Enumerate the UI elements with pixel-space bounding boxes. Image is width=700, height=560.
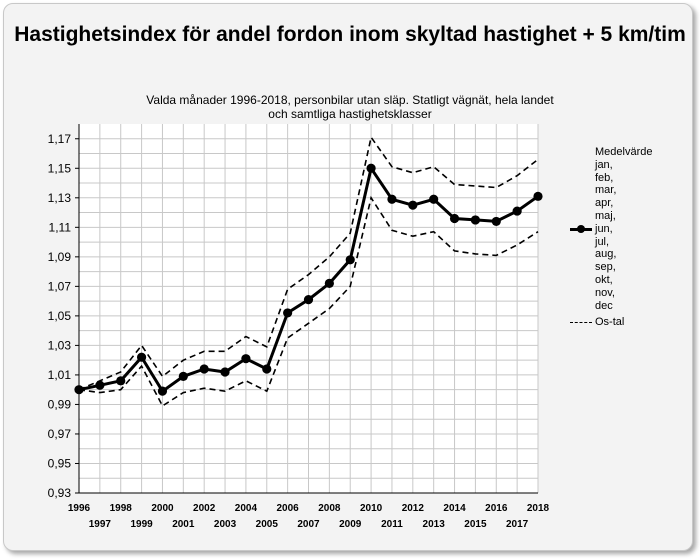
legend-month-label: okt, <box>595 273 613 286</box>
y-axis-ticks: 0,93 0,95 0,97 0,99 1,01 1,03 1,05 1,07 1,09 1,11… <box>48 132 79 500</box>
legend-month-item: jun, <box>570 223 690 236</box>
medelvarde-point <box>199 364 209 374</box>
x-tick-label: 2015 <box>464 519 487 530</box>
x-tick-label: 2006 <box>277 503 300 514</box>
legend-month-item: okt, <box>570 274 690 287</box>
legend-month-label: maj, <box>595 209 616 222</box>
x-tick-label: 1996 <box>68 503 91 514</box>
medelvarde-point <box>491 216 501 227</box>
axes <box>78 124 538 494</box>
medelvarde-point <box>116 376 126 386</box>
y-tick-label: 1,11 <box>49 220 72 234</box>
chart-title: Hastighetsindex för andel fordon inom sk… <box>14 23 686 46</box>
x-tick-label: 2010 <box>360 503 383 514</box>
medelvarde-point <box>136 352 147 362</box>
medelvarde-point <box>366 163 376 173</box>
legend-label-os-tal: Os-tal <box>595 316 625 329</box>
legend-item-os-tal: Os-tal <box>570 316 690 329</box>
medelvarde-point <box>262 364 272 374</box>
medelvarde-point <box>157 386 168 396</box>
y-tick-label: 0,99 <box>48 397 72 411</box>
x-tick-label: 2001 <box>172 519 195 530</box>
legend-month-item: maj, <box>570 210 690 223</box>
x-axis-ticks: 1996 1997 1998 1999 2000 2001 2002 2003 2004 2005… <box>68 503 550 530</box>
y-tick-label: 1,01 <box>48 368 72 382</box>
legend-month-item: apr, <box>570 197 690 210</box>
x-tick-label: 2018 <box>527 503 550 514</box>
legend-month-item: feb, <box>570 172 690 185</box>
os-tal-lower-line <box>78 195 539 408</box>
x-tick-label: 2008 <box>318 503 341 514</box>
x-tick-label: 2000 <box>151 503 174 514</box>
chart-subtitle: Valda månader 1996-2018, personbilar uta… <box>146 93 554 121</box>
x-tick-label: 2014 <box>443 503 466 514</box>
x-tick-label: 2009 <box>339 519 362 530</box>
medelvarde-point <box>95 380 105 390</box>
legend-marker <box>577 225 585 234</box>
legend-title: Medelvärde <box>595 146 653 158</box>
medelvarde-point <box>178 371 188 381</box>
medelvarde-point <box>429 194 439 204</box>
legend-month-label: apr, <box>595 197 614 210</box>
x-tick-label: 2017 <box>506 519 529 530</box>
x-tick-label: 2013 <box>423 519 446 530</box>
legend-month-label: jan, <box>595 158 613 171</box>
medelvarde-point <box>470 215 481 225</box>
legend-month-item: jan, <box>570 159 690 172</box>
x-tick-label: 2007 <box>297 519 320 530</box>
y-tick-label: 1,05 <box>48 309 72 323</box>
legend-month-item: mar, <box>570 184 690 197</box>
x-tick-label: 2003 <box>214 519 237 530</box>
legend-month-label: dec <box>595 299 613 312</box>
legend-month-item: sep, <box>570 261 690 274</box>
legend-month-label: jun, <box>595 222 613 235</box>
x-tick-label: 2004 <box>235 503 258 514</box>
x-tick-label: 1997 <box>89 519 112 530</box>
legend-month-label: feb, <box>595 171 614 184</box>
y-tick-label: 0,97 <box>48 427 72 441</box>
x-tick-label: 2016 <box>485 503 508 514</box>
x-tick-label: 2005 <box>256 519 279 530</box>
medelvarde-point <box>241 354 251 364</box>
legend-month-item: dec <box>570 300 690 313</box>
medelvarde-point <box>387 194 397 204</box>
legend-month-item: jul, <box>570 236 690 249</box>
medelvarde-point <box>533 191 543 201</box>
y-tick-label: 1,17 <box>48 132 72 146</box>
medelvarde-point <box>324 278 334 289</box>
legend-month-label: nov, <box>595 286 615 299</box>
x-tick-label: 1998 <box>110 503 133 514</box>
x-tick-label: 1999 <box>130 519 153 530</box>
medelvarde-point <box>408 200 418 210</box>
series-layer <box>74 135 543 408</box>
y-tick-label: 1,07 <box>48 279 72 293</box>
medelvarde-point <box>303 295 314 305</box>
legend-solid-sample <box>570 225 592 234</box>
y-tick-label: 0,95 <box>48 456 72 470</box>
legend-month-label: mar, <box>595 184 617 197</box>
medelvarde-point <box>283 308 293 318</box>
medelvarde-point <box>345 255 355 265</box>
legend-month-item: nov, <box>570 287 690 300</box>
os-tal-upper-line <box>78 135 539 391</box>
y-tick-label: 1,15 <box>48 161 72 175</box>
medelvarde-point <box>449 213 460 224</box>
y-tick-label: 1,09 <box>48 250 72 264</box>
x-tick-label: 2002 <box>193 503 216 514</box>
y-tick-label: 0,93 <box>48 486 72 500</box>
legend-dashed-sample <box>570 322 592 324</box>
legend-month-item: aug, <box>570 248 690 261</box>
medelvarde-point <box>220 367 230 377</box>
x-tick-label: 2012 <box>402 503 425 514</box>
legend: Medelvärde jan, feb, mar, apr, maj, jun, jul, a… <box>570 146 690 329</box>
legend-month-label: aug, <box>595 248 617 261</box>
legend-month-label: jul, <box>595 235 610 248</box>
legend-month-label: sep, <box>595 261 616 274</box>
legend-months: jan, feb, mar, apr, maj, jun, jul, aug, sep, okt,… <box>570 159 690 313</box>
x-tick-label: 2011 <box>381 519 403 530</box>
medelvarde-point <box>512 206 522 216</box>
y-tick-label: 1,03 <box>48 338 72 352</box>
y-tick-label: 1,13 <box>48 191 72 205</box>
